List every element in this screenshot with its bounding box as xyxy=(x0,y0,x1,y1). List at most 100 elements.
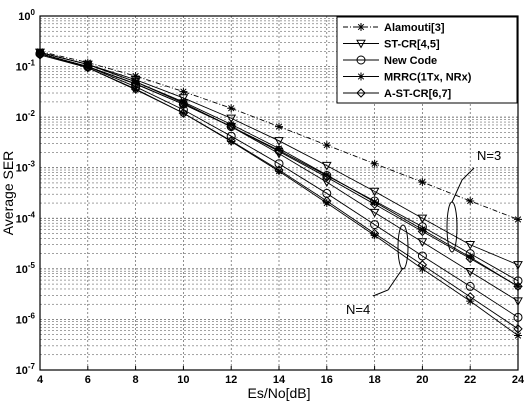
marker-triangle xyxy=(82,60,93,70)
y-tick-label: 10-4 xyxy=(16,210,36,225)
marker-star xyxy=(370,197,379,206)
x-tick-label: 6 xyxy=(85,374,91,386)
series-line xyxy=(39,52,519,302)
marker-star xyxy=(322,170,331,179)
legend-label: New Code xyxy=(384,55,437,67)
marker-circle xyxy=(370,220,380,230)
x-tick-label: 24 xyxy=(512,374,524,386)
series-line xyxy=(39,53,519,287)
x-tick-label: 16 xyxy=(321,374,333,386)
marker-triangle xyxy=(321,161,332,171)
marker-star xyxy=(418,178,427,187)
n4-ellipse xyxy=(397,224,409,270)
y-tick-label: 100 xyxy=(18,8,35,23)
legend-label: Alamouti[3] xyxy=(384,22,445,34)
legend: Alamouti[3] ST-CR[4,5] New Code MRRC(1Tx, N… xyxy=(336,16,518,104)
marker-triangle xyxy=(178,99,189,109)
legend-label: ST-CR[4,5] xyxy=(384,39,440,51)
y-tick-label: 10-1 xyxy=(16,59,36,74)
y-tick-label: 10-6 xyxy=(16,311,36,326)
n3-leader xyxy=(451,167,475,203)
x-tick-label: 18 xyxy=(368,374,380,386)
marker-circle xyxy=(417,251,427,261)
marker-circle xyxy=(465,281,475,291)
series-n4-0 xyxy=(35,48,523,307)
marker-triangle xyxy=(369,208,380,218)
marker-triangle xyxy=(226,122,237,132)
x-tick-label: 12 xyxy=(225,374,237,386)
marker-triangle xyxy=(465,241,476,250)
marker-triangle xyxy=(369,187,380,197)
marker-star xyxy=(227,137,236,146)
marker-star xyxy=(179,87,188,96)
marker-diamond xyxy=(369,199,380,209)
legend-entry-3: MRRC(1Tx, NRx) xyxy=(343,72,472,84)
y-tick-label: 10-3 xyxy=(16,160,36,175)
x-axis-title: Es/No[dB] xyxy=(247,385,310,401)
legend-label: MRRC(1Tx, NRx) xyxy=(384,72,472,84)
marker-triangle xyxy=(226,114,237,124)
marker-diamond xyxy=(226,136,236,146)
marker-diamond xyxy=(130,84,141,94)
marker-star xyxy=(466,253,475,262)
axis-ticks: 4 6 8 10 12 14 16 18 20 22 24 100 10-1 10-2 10-3 10-4 10… xyxy=(16,8,524,386)
marker-star xyxy=(179,97,188,106)
marker-diamond xyxy=(322,196,332,206)
marker-diamond xyxy=(417,260,428,270)
x-tick-label: 4 xyxy=(37,374,44,386)
marker-diamond xyxy=(83,62,93,73)
marker-star xyxy=(418,225,427,234)
marker-star xyxy=(322,199,331,208)
marker-star xyxy=(275,122,283,131)
marker-diamond xyxy=(356,88,366,98)
marker-diamond xyxy=(178,108,189,118)
series-line xyxy=(39,52,519,266)
marker-diamond xyxy=(274,165,284,175)
legend-entry-1: ST-CR[4,5] xyxy=(343,39,440,51)
marker-star xyxy=(275,144,283,153)
y-tick-label: 10-5 xyxy=(16,261,36,276)
x-tick-label: 8 xyxy=(133,374,139,386)
x-tick-label: 20 xyxy=(416,374,428,386)
y-axis-title: Average SER xyxy=(0,151,16,236)
legend-entry-0: Alamouti[3] xyxy=(343,22,445,34)
series-line xyxy=(39,54,519,330)
marker-diamond xyxy=(465,253,475,264)
legend-label: A-ST-CR[6,7] xyxy=(384,88,452,100)
marker-triangle xyxy=(178,94,189,103)
marker-triangle xyxy=(356,39,366,49)
marker-star xyxy=(131,85,140,94)
x-tick-label: 14 xyxy=(273,374,286,386)
marker-triangle xyxy=(130,78,141,87)
legend-entry-2: New Code xyxy=(343,55,437,67)
n3-label: N=3 xyxy=(477,148,501,163)
marker-star xyxy=(227,104,236,113)
n4-label: N=4 xyxy=(346,302,370,317)
series-line xyxy=(39,53,519,318)
marker-triangle xyxy=(417,238,428,248)
marker-star xyxy=(466,196,475,205)
y-tick-label: 10-2 xyxy=(16,109,36,124)
marker-star xyxy=(322,141,331,150)
marker-star xyxy=(357,23,365,31)
marker-triangle xyxy=(274,137,284,146)
marker-star xyxy=(370,231,379,240)
x-tick-label: 10 xyxy=(177,374,189,386)
marker-star xyxy=(227,120,236,129)
marker-triangle xyxy=(321,178,332,188)
marker-circle xyxy=(356,55,366,65)
marker-triangle xyxy=(465,267,476,277)
marker-star xyxy=(275,167,283,176)
marker-diamond xyxy=(322,172,332,182)
y-tick-label: 10-7 xyxy=(16,362,36,377)
marker-diamond xyxy=(369,228,380,239)
annotations: N=3 N=4 xyxy=(346,148,501,317)
marker-triangle xyxy=(274,149,284,159)
marker-diamond xyxy=(417,226,428,237)
marker-star xyxy=(357,72,365,81)
marker-star xyxy=(370,159,379,168)
marker-diamond xyxy=(465,292,475,302)
n4-leader xyxy=(372,267,404,297)
marker-triangle xyxy=(417,214,428,224)
